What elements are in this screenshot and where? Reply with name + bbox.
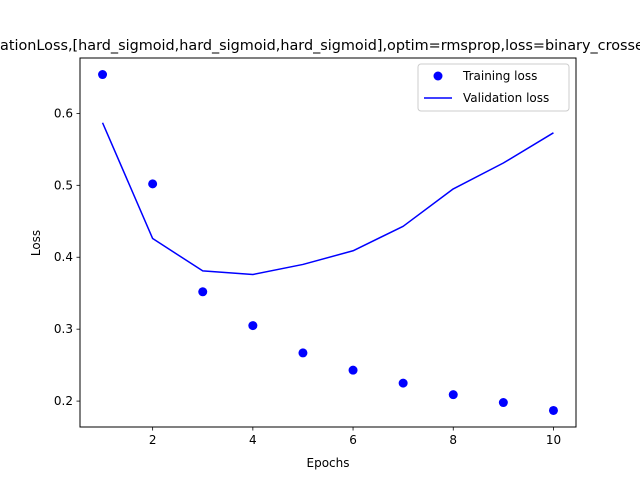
legend-box	[417, 63, 570, 112]
training-loss-point	[98, 70, 108, 80]
chart-title: ValidationLoss,[hard_sigmoid,hard_sigmoi…	[0, 38, 640, 54]
training-loss-point	[448, 390, 458, 400]
y-tick-label: 0.6	[54, 106, 73, 120]
y-tick-label: 0.4	[54, 250, 73, 264]
plot-area	[80, 58, 576, 427]
y-axis-label: Loss	[29, 230, 43, 256]
legend: Training loss Validation loss	[417, 63, 570, 112]
x-tick-label: 2	[149, 433, 157, 447]
y-tick-label: 0.2	[54, 394, 73, 408]
plot-background	[80, 58, 576, 427]
training-loss-point	[248, 321, 258, 331]
x-axis-label: Epochs	[307, 456, 350, 470]
validation-loss-line	[101, 122, 554, 276]
training-loss-point	[398, 378, 408, 388]
legend-training-label: Training loss	[462, 69, 537, 83]
x-tick-label: 6	[349, 433, 357, 447]
y-axis: 0.2 0.3 0.4 0.5 0.6	[54, 106, 80, 408]
x-axis: 2 4 6 8 10	[149, 427, 561, 447]
training-loss-point	[498, 398, 508, 408]
x-tick-label: 10	[546, 433, 561, 447]
y-tick-label: 0.5	[54, 178, 73, 192]
legend-training-marker	[433, 71, 443, 81]
legend-validation-label: Validation loss	[463, 91, 549, 105]
plot-frame	[79, 57, 577, 428]
training-loss-point	[298, 348, 308, 358]
y-tick-label: 0.3	[54, 322, 73, 336]
series-layer	[98, 70, 558, 415]
training-loss-point	[148, 179, 158, 189]
training-loss-point	[548, 405, 558, 415]
training-loss-point	[198, 287, 208, 297]
training-loss-point	[348, 365, 358, 375]
x-tick-label: 4	[249, 433, 257, 447]
x-tick-label: 8	[449, 433, 457, 447]
